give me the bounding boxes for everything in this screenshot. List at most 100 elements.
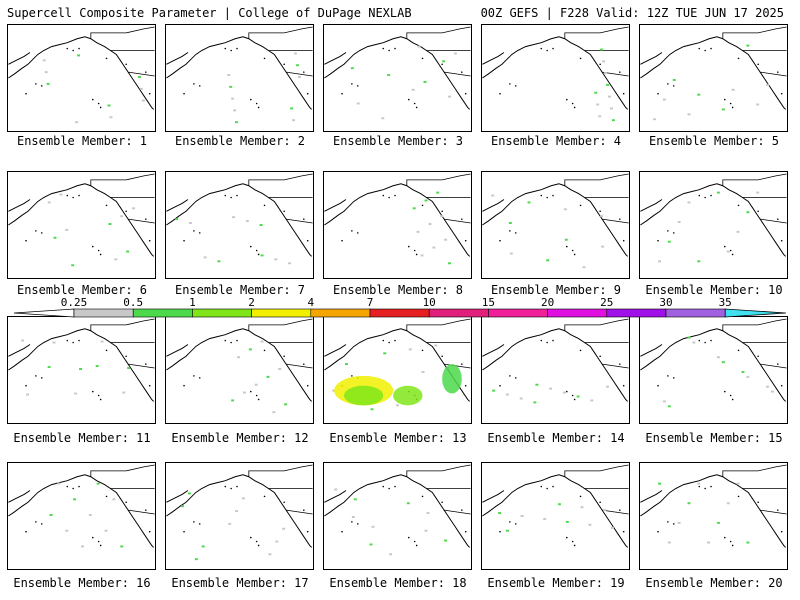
island [579,495,582,498]
scp-contour-blob [746,44,750,47]
island [250,245,252,248]
map-basemap [482,173,629,269]
political-border [90,173,155,186]
scp-contour-blob [716,356,720,359]
island [657,92,659,95]
scp-contour-blob [231,97,235,100]
map-basemap [640,464,787,548]
scp-contour-blob [658,482,661,485]
island [657,239,659,242]
island [514,523,517,525]
political-border [406,26,471,39]
colorbar-tick-label: 35 [718,296,732,309]
island [263,204,266,207]
island [303,509,305,511]
map-panel-member-3 [323,24,472,132]
scp-contour-blob [677,521,681,524]
scp-contour-blob [95,365,99,368]
island [193,83,195,85]
political-border [286,71,313,77]
coastline [166,36,312,110]
colorbar-segment [547,308,608,318]
island [421,204,424,207]
scp-contour-blob [707,541,711,544]
scp-contour-blob [295,64,299,67]
scp-contour-blob [248,348,252,351]
island [224,339,227,342]
panel-label: Ensemble Member: 10 [645,283,783,297]
island [394,339,396,342]
scp-contour-blob [139,87,143,90]
island [672,377,675,379]
island [566,98,568,101]
colorbar-tick-label: 25 [600,296,614,309]
island [667,375,669,377]
island [704,341,706,344]
scp-contour-blob [233,109,237,112]
scp-contour-blob [416,230,420,233]
coastline [324,474,470,548]
island [72,341,74,344]
island [183,384,185,387]
political-border [90,318,155,331]
island [105,57,108,60]
island [356,85,359,87]
island [35,375,37,377]
panel-label: Ensemble Member: 13 [329,431,467,445]
island [99,253,102,256]
coastline [8,328,154,402]
scp-contour-blob [44,71,48,74]
colorbar-tick-label: 4 [307,296,315,309]
scp-contour-blob [181,505,185,508]
colorbar-arrow-right [724,308,787,318]
scp-contour-blob [726,250,730,253]
island [724,390,726,393]
island [78,485,80,488]
map-panel-member-10 [639,171,788,279]
scp-contour-blob [120,545,124,548]
panel-label: Ensemble Member: 3 [332,134,464,148]
political-border [406,173,471,186]
scp-contour-blob [600,215,604,218]
scp-contour-blob [535,383,539,386]
island [552,485,554,488]
scp-contour-blob [235,510,239,513]
scp-contour-blob [505,393,509,396]
scp-contour-blob [52,341,56,344]
island [125,210,127,213]
island [698,339,701,342]
island [552,194,554,197]
scp-contour-blob [442,364,462,394]
scp-contour-blob [88,514,92,516]
island [148,92,151,95]
scp-contour-blob [259,224,263,226]
island [566,390,568,393]
island [125,355,127,358]
scp-contour-blob [73,498,77,501]
scp-contour-blob [596,103,600,106]
political-border [286,218,313,224]
scp-contour-blob [396,404,399,407]
scp-contour-blob [726,502,730,505]
scp-contour-blob [268,553,272,556]
scp-contour-blob [420,254,424,257]
island [306,384,309,387]
scp-contour-blob [687,502,691,505]
scp-contour-blob [426,512,430,515]
scp-contour-blob [141,99,145,102]
panel-label: Ensemble Member: 8 [332,283,464,297]
island [66,47,69,50]
island [421,57,424,60]
scp-contour-blob [383,352,387,355]
island [125,501,127,504]
scp-contour-blob [564,238,568,241]
run-valid-time: 00Z GEFS | F228 Valid: 12Z TUE JUN 17 20… [480,6,784,20]
island [724,98,726,101]
island [619,363,621,365]
island [461,363,463,365]
political-border [722,318,787,331]
island [499,384,501,387]
scp-contour-blob [175,218,179,221]
coastline [324,344,347,357]
scp-contour-blob [77,54,81,57]
